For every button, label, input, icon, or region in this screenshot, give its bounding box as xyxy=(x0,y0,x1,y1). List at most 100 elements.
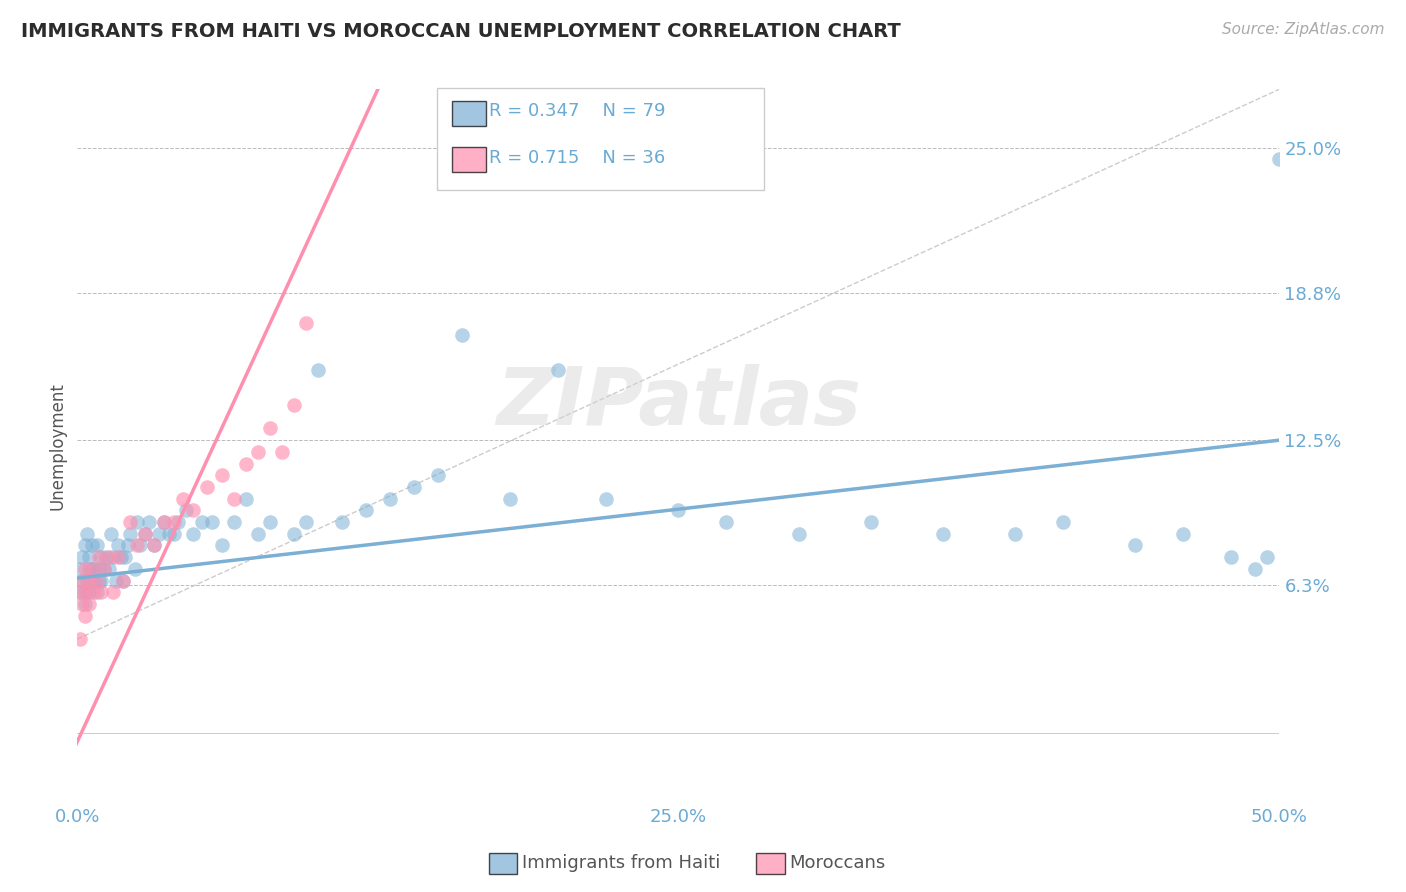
Point xyxy=(83,585,105,599)
Point xyxy=(1052,515,1074,529)
Point xyxy=(111,574,134,588)
Point xyxy=(1173,526,1195,541)
Point xyxy=(167,515,190,529)
Text: Source: ZipAtlas.com: Source: ZipAtlas.com xyxy=(1222,22,1385,37)
Point xyxy=(86,574,108,588)
Point xyxy=(124,562,146,576)
Point xyxy=(86,538,108,552)
Point xyxy=(716,515,738,529)
Point xyxy=(270,445,292,459)
Point xyxy=(76,574,98,588)
Point xyxy=(69,585,91,599)
Point xyxy=(76,526,98,541)
Point xyxy=(222,491,245,506)
Point xyxy=(127,538,149,552)
Point xyxy=(120,526,142,541)
Point xyxy=(157,526,180,541)
Point xyxy=(79,562,101,576)
Point xyxy=(73,538,96,552)
Y-axis label: Unemployment: Unemployment xyxy=(48,382,66,510)
Point xyxy=(153,515,176,529)
Point xyxy=(103,585,125,599)
Point xyxy=(1004,526,1026,541)
Point xyxy=(211,468,233,483)
Point xyxy=(402,480,425,494)
Point xyxy=(97,550,120,565)
Point xyxy=(294,316,316,330)
Point xyxy=(787,526,810,541)
Point xyxy=(80,562,103,576)
Point xyxy=(547,363,569,377)
Point xyxy=(1220,550,1243,565)
Point xyxy=(97,562,120,576)
Point xyxy=(148,526,170,541)
Point xyxy=(354,503,377,517)
Point xyxy=(79,597,101,611)
Point xyxy=(162,526,184,541)
Point xyxy=(104,574,127,588)
Point xyxy=(107,538,129,552)
Point xyxy=(86,585,108,599)
Point xyxy=(174,503,197,517)
Point xyxy=(283,526,305,541)
Point xyxy=(79,585,101,599)
Point xyxy=(932,526,955,541)
Point xyxy=(87,574,110,588)
Point xyxy=(181,526,204,541)
Point xyxy=(330,515,353,529)
Text: Moroccans: Moroccans xyxy=(789,855,884,872)
Point xyxy=(378,491,401,506)
Point xyxy=(1256,550,1278,565)
Point xyxy=(90,585,112,599)
Point xyxy=(79,550,101,565)
Point xyxy=(1123,538,1146,552)
Point xyxy=(117,538,139,552)
Point xyxy=(451,327,474,342)
Point xyxy=(162,515,184,529)
Point xyxy=(107,550,129,565)
Text: Immigrants from Haiti: Immigrants from Haiti xyxy=(522,855,720,872)
Point xyxy=(235,491,257,506)
Point xyxy=(134,526,156,541)
Point xyxy=(80,538,103,552)
Point xyxy=(127,515,149,529)
Point xyxy=(90,550,112,565)
Point xyxy=(83,574,105,588)
Point xyxy=(143,538,166,552)
Point xyxy=(93,562,115,576)
Point xyxy=(79,574,101,588)
Point xyxy=(172,491,194,506)
Point xyxy=(70,574,93,588)
Point xyxy=(70,550,93,565)
Point xyxy=(69,632,91,646)
Point xyxy=(73,597,96,611)
Point xyxy=(96,550,118,565)
Point xyxy=(138,515,160,529)
Point xyxy=(114,550,136,565)
Point xyxy=(246,526,269,541)
Point xyxy=(70,597,93,611)
Point xyxy=(70,574,93,588)
Point xyxy=(181,503,204,517)
Point xyxy=(668,503,690,517)
Point xyxy=(222,515,245,529)
Point xyxy=(307,363,329,377)
Point xyxy=(120,515,142,529)
Point xyxy=(201,515,224,529)
Point xyxy=(100,526,122,541)
Text: IMMIGRANTS FROM HAITI VS MOROCCAN UNEMPLOYMENT CORRELATION CHART: IMMIGRANTS FROM HAITI VS MOROCCAN UNEMPL… xyxy=(21,22,901,41)
Point xyxy=(427,468,450,483)
Point xyxy=(73,608,96,623)
Point xyxy=(283,398,305,412)
Point xyxy=(499,491,522,506)
Point xyxy=(143,538,166,552)
Point xyxy=(211,538,233,552)
Point xyxy=(111,574,134,588)
Point xyxy=(83,562,105,576)
Point xyxy=(110,550,132,565)
Point xyxy=(191,515,214,529)
Point xyxy=(103,550,125,565)
Point xyxy=(69,562,91,576)
Point xyxy=(73,585,96,599)
Point xyxy=(195,480,218,494)
